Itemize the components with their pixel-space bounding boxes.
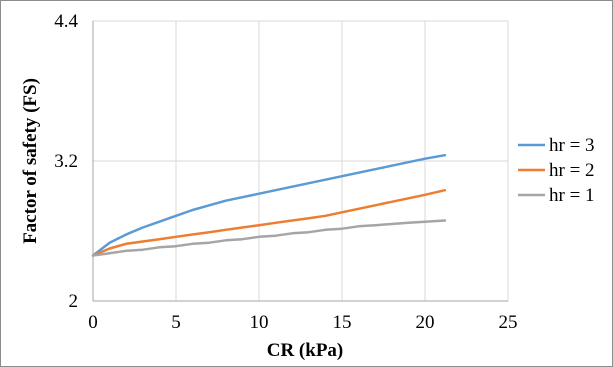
- y-tick-label: 4.4: [54, 11, 78, 32]
- y-tick-label: 3.2: [54, 151, 78, 172]
- series-line-hr-2: [91, 188, 447, 257]
- y-tick-labels: 2 3.2 4.4: [54, 11, 78, 312]
- legend: hr = 3 hr = 2 hr = 1: [518, 135, 595, 206]
- y-axis-title: Factor of safety (FS): [20, 78, 41, 244]
- x-tick-label: 5: [171, 312, 181, 333]
- legend-label: hr = 2: [549, 160, 595, 181]
- x-tick-labels: 0 5 10 15 20 25: [88, 312, 517, 333]
- series-line-hr-1: [91, 219, 447, 257]
- series-lines: [91, 153, 447, 257]
- legend-label: hr = 3: [549, 135, 595, 156]
- legend-label: hr = 1: [549, 185, 595, 206]
- gridlines: [93, 20, 509, 301]
- x-tick-label: 0: [88, 312, 98, 333]
- x-axis-title: CR (kPa): [267, 340, 344, 361]
- x-tick-label: 25: [499, 312, 518, 333]
- x-tick-label: 20: [416, 312, 435, 333]
- y-tick-label: 2: [69, 291, 79, 312]
- x-tick-label: 10: [250, 312, 269, 333]
- x-tick-label: 15: [333, 312, 352, 333]
- series-line-hr-3: [91, 153, 447, 257]
